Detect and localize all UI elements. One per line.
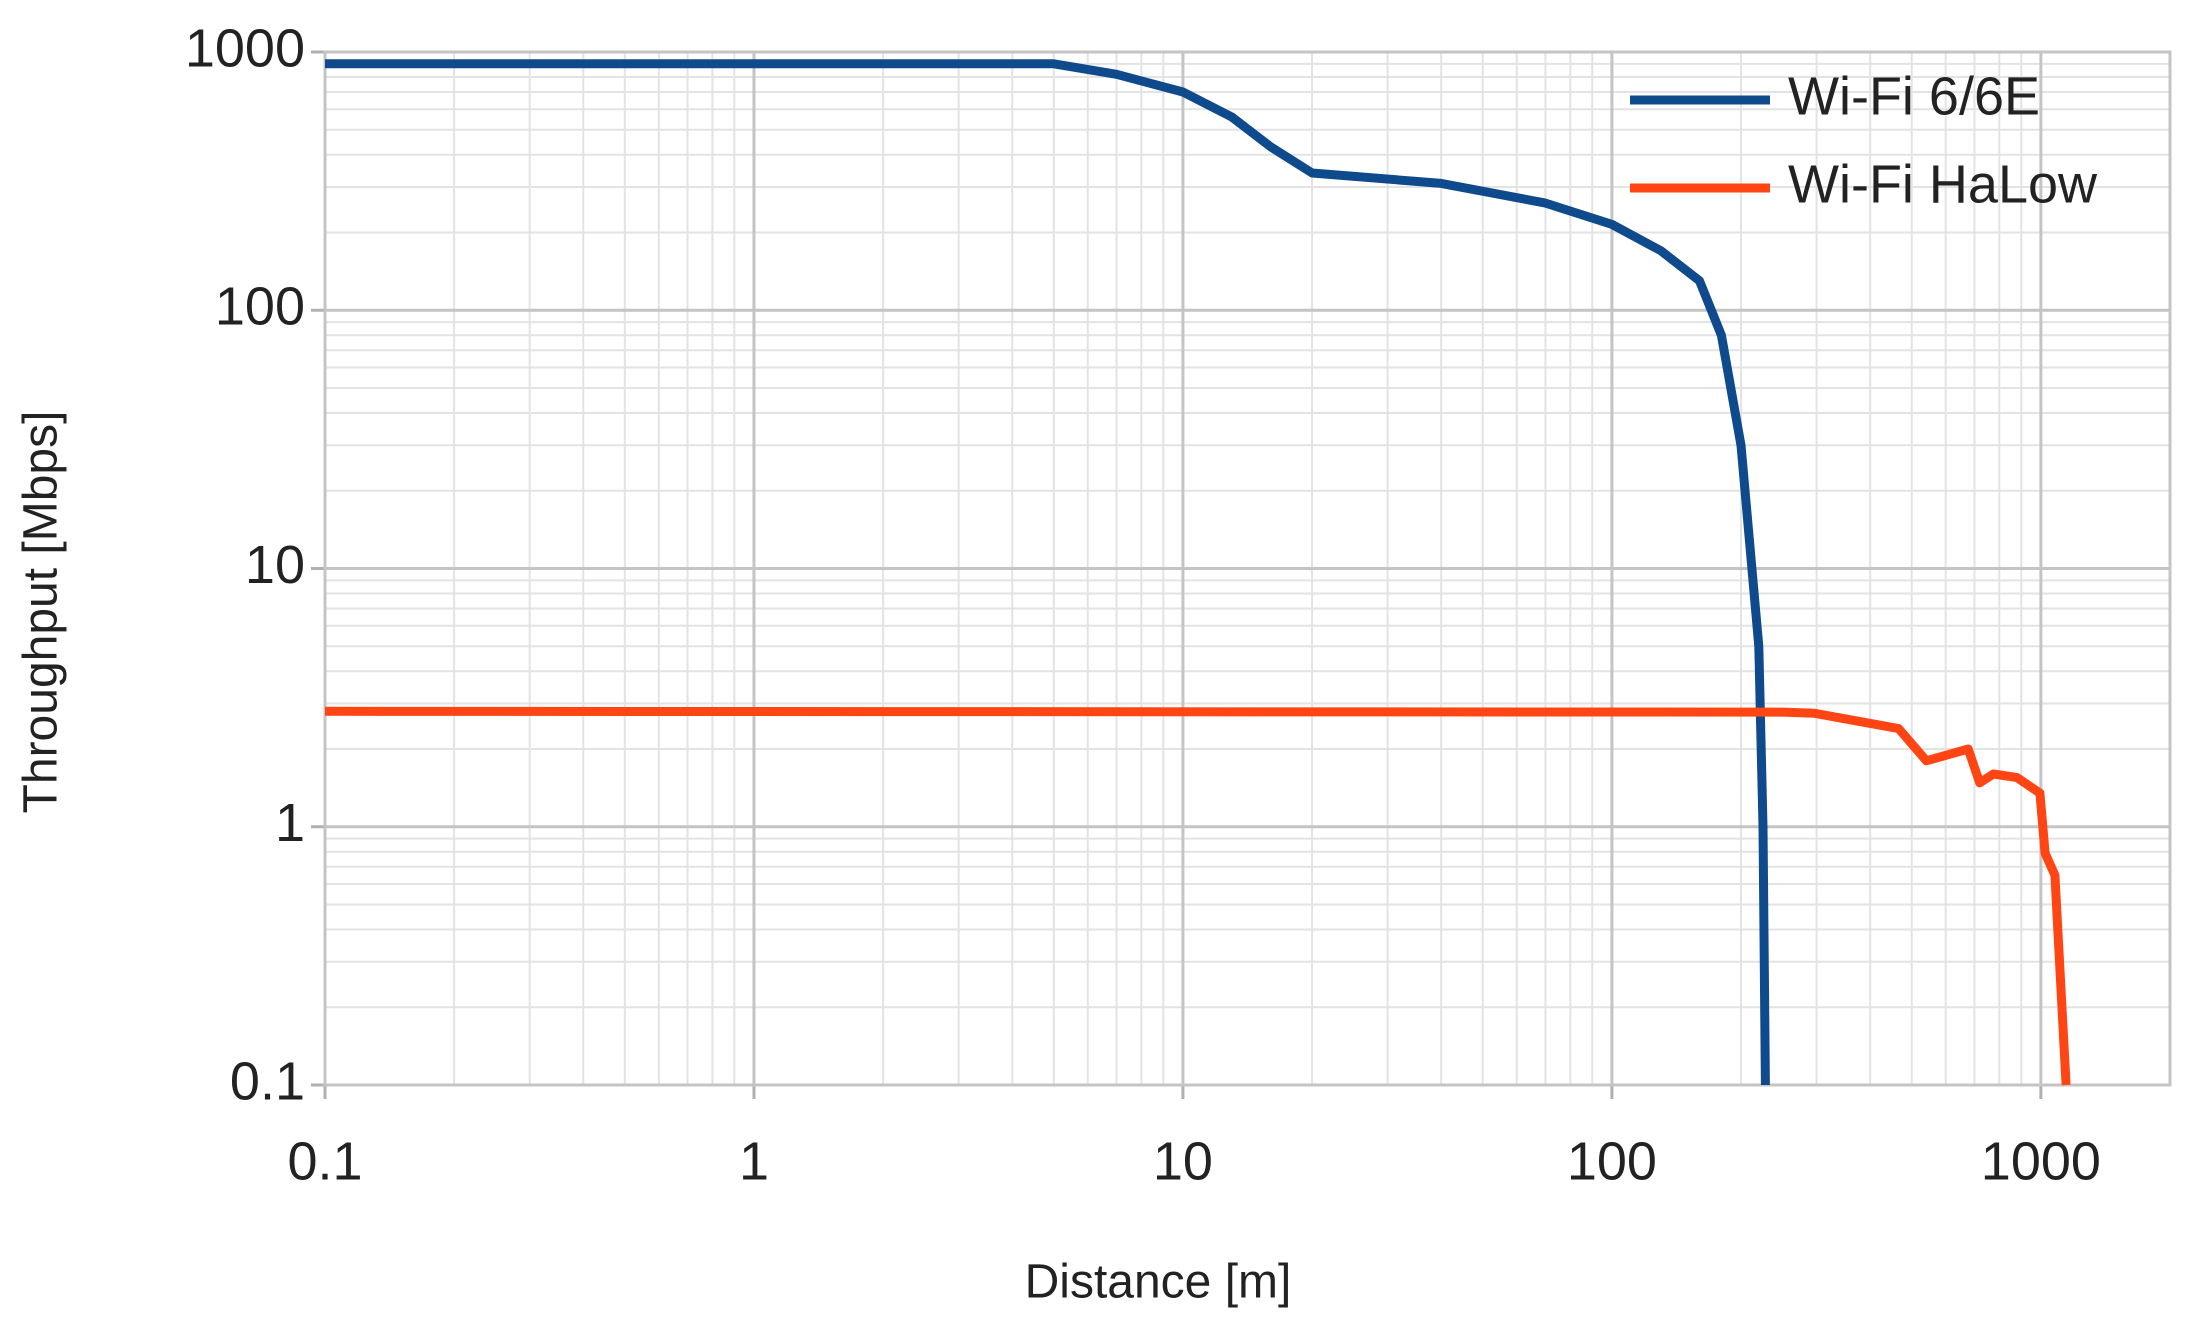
legend-label: Wi-Fi 6/6E	[1788, 66, 2040, 126]
y-tick-label: 100	[215, 277, 305, 337]
x-tick-label: 0.1	[287, 1131, 362, 1191]
y-tick-label: 1	[275, 793, 305, 853]
x-tick-label: 10	[1153, 1131, 1213, 1191]
x-tick-label: 100	[1567, 1131, 1657, 1191]
legend-label: Wi-Fi HaLow	[1788, 154, 2098, 214]
x-axis-title: Distance [m]	[1025, 1256, 1292, 1309]
plot-frame	[323, 50, 2172, 1087]
y-tick-label: 10	[245, 535, 305, 595]
series-line	[325, 59, 1770, 1086]
x-tick-label: 1000	[1981, 1131, 2101, 1191]
x-tick-label: 1	[739, 1131, 769, 1191]
y-tick-label: 0.1	[230, 1051, 305, 1111]
grid	[323, 50, 2170, 1087]
y-axis-title: Throughput [Mbps]	[15, 411, 68, 814]
y-tick-label: 1000	[185, 18, 305, 78]
series-line	[324, 706, 2071, 1086]
